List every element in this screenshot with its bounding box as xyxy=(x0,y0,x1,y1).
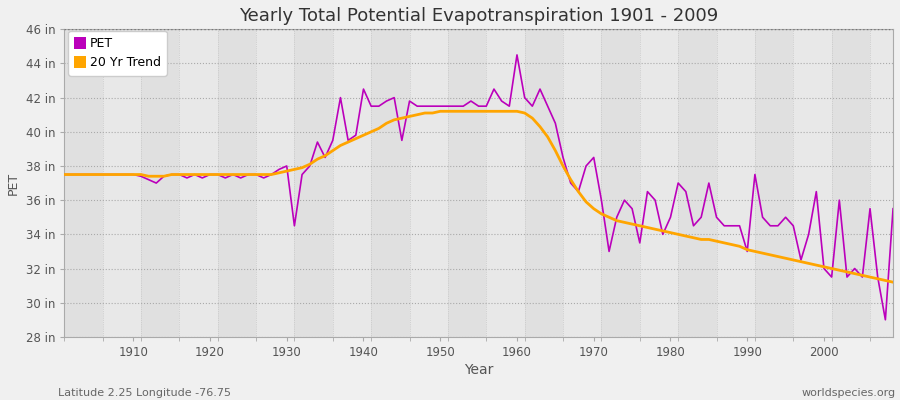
Bar xyxy=(640,29,679,337)
Bar xyxy=(179,29,218,337)
Bar xyxy=(525,29,563,337)
Bar xyxy=(103,29,141,337)
Bar xyxy=(448,29,486,337)
Bar xyxy=(256,29,294,337)
Bar xyxy=(333,29,371,337)
Text: Latitude 2.25 Longitude -76.75: Latitude 2.25 Longitude -76.75 xyxy=(58,388,231,398)
Bar xyxy=(294,29,333,337)
Text: worldspecies.org: worldspecies.org xyxy=(801,388,896,398)
Legend: PET, 20 Yr Trend: PET, 20 Yr Trend xyxy=(68,31,166,76)
Bar xyxy=(716,29,755,337)
Bar xyxy=(679,29,716,337)
Bar xyxy=(755,29,793,337)
Bar xyxy=(563,29,601,337)
Bar xyxy=(486,29,525,337)
Bar xyxy=(410,29,448,337)
Bar xyxy=(832,29,870,337)
Title: Yearly Total Potential Evapotranspiration 1901 - 2009: Yearly Total Potential Evapotranspiratio… xyxy=(239,7,718,25)
Bar xyxy=(601,29,640,337)
Y-axis label: PET: PET xyxy=(7,172,20,195)
Bar xyxy=(218,29,256,337)
X-axis label: Year: Year xyxy=(464,363,493,377)
Bar xyxy=(793,29,832,337)
Bar xyxy=(64,29,103,337)
Bar xyxy=(870,29,900,337)
Bar xyxy=(141,29,179,337)
Bar xyxy=(371,29,410,337)
